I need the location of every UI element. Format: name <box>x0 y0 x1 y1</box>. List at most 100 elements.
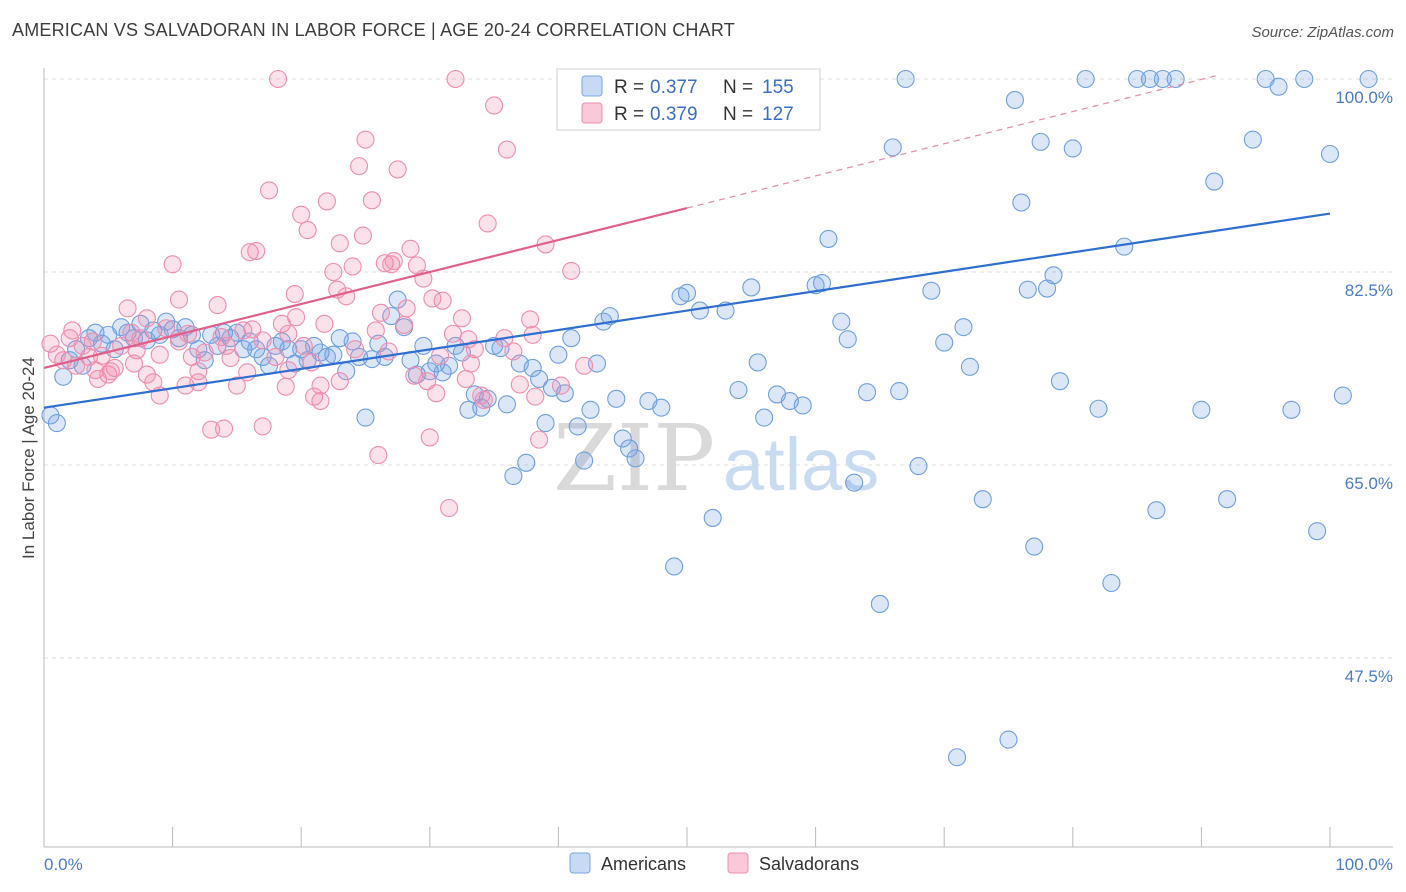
legend-american-r-value: 0.377 <box>650 77 698 98</box>
salvadoran-point-38 <box>285 285 304 304</box>
american-point-111 <box>838 330 857 349</box>
american-point-125 <box>999 730 1018 749</box>
watermark: ZIP atlas <box>553 405 879 512</box>
american-point-108 <box>812 273 832 293</box>
american-point-132 <box>1044 266 1063 285</box>
american-point-130 <box>1031 132 1050 151</box>
legend-american-n-value: 155 <box>762 77 794 98</box>
american-point-79 <box>549 345 568 364</box>
salvadoran-point-27 <box>214 419 234 438</box>
american-point-74 <box>517 453 536 472</box>
salvadoran-point-87 <box>122 323 141 342</box>
legend-box: R = 0.377 N = 155 R = 0.379 N = 127 <box>556 68 821 131</box>
american-point-106 <box>793 396 812 415</box>
salvadoran-point-83 <box>189 373 208 392</box>
american-point-112 <box>845 473 864 492</box>
american-point-82 <box>568 417 587 436</box>
american-point-76 <box>530 369 549 389</box>
salvadoran-point-49 <box>356 130 375 149</box>
salvadoran-point-90 <box>330 372 349 391</box>
salvadoran-point-19 <box>163 255 182 274</box>
salvadoran-point-35 <box>266 347 285 366</box>
salvadoran-point-18 <box>157 319 176 338</box>
american-point-120 <box>935 333 954 352</box>
salvadoran-point-70 <box>497 140 517 159</box>
legend-american-r-label: R = <box>614 77 644 98</box>
salvadoran-point-113 <box>551 376 571 395</box>
salvadoran-point-102 <box>346 340 365 359</box>
legend-salvadoran-n-value: 127 <box>762 104 794 125</box>
y-tick-labels: 100.0% 82.5% 65.0% 47.5% <box>1335 88 1393 686</box>
american-point-138 <box>1115 237 1134 256</box>
salvadoran-point-109 <box>443 324 462 343</box>
salvadoran-point-37 <box>279 324 298 343</box>
american-point-143 <box>1166 69 1185 89</box>
salvadoran-point-114 <box>276 377 295 396</box>
american-point-141 <box>1147 501 1166 520</box>
american-point-154 <box>1333 386 1352 405</box>
american-point-75 <box>523 358 542 377</box>
salvadoran-point-25 <box>202 420 221 439</box>
american-point-53 <box>382 307 401 326</box>
american-point-144 <box>1192 400 1211 419</box>
american-point-100 <box>729 380 748 400</box>
salvadoran-point-85 <box>169 290 189 309</box>
salvadoran-point-121 <box>456 369 475 389</box>
american-point-113 <box>857 383 877 402</box>
american-point-116 <box>890 382 909 401</box>
american-point-133 <box>1050 372 1069 391</box>
american-point-1 <box>47 414 66 433</box>
american-point-88 <box>607 389 626 408</box>
american-point-129 <box>1025 537 1044 556</box>
y-axis-label: In Labor Force | Age 20-24 <box>19 357 38 559</box>
salvadoran-point-26 <box>208 296 227 315</box>
american-point-150 <box>1282 400 1301 419</box>
salvadoran-point-92 <box>217 336 236 355</box>
salvadoran-point-76 <box>575 356 594 375</box>
chart-title: AMERICAN VS SALVADORAN IN LABOR FORCE | … <box>12 20 735 40</box>
bottom-legend-american: Americans <box>601 854 686 874</box>
american-point-124 <box>973 490 992 509</box>
salvadoran-point-34 <box>259 181 279 200</box>
american-point-122 <box>954 318 973 337</box>
bottom-legend: Americans Salvadorans <box>569 852 859 874</box>
salvadoran-point-47 <box>343 257 362 276</box>
salvadoran-point-118 <box>371 303 390 322</box>
american-point-135 <box>1076 69 1095 89</box>
y-tick-label-2: 65.0% <box>1345 474 1393 493</box>
salvadoran-point-54 <box>388 160 407 179</box>
salvadoran-point-84 <box>150 345 169 364</box>
salvadoran-point-44 <box>324 262 343 282</box>
american-point-142 <box>1153 69 1172 89</box>
bottom-legend-salvadoran: Salvadorans <box>759 854 859 874</box>
american-point-149 <box>1269 77 1288 96</box>
american-point-89 <box>613 429 632 448</box>
american-point-155 <box>1359 69 1378 89</box>
salvadoran-point-105 <box>384 251 403 271</box>
american-point-87 <box>600 307 619 326</box>
y-tick-label-3: 47.5% <box>1345 667 1393 686</box>
axes <box>43 68 1393 848</box>
salvadoran-point-69 <box>485 96 504 115</box>
salvadoran-point-5 <box>73 336 92 355</box>
salvadoran-point-97 <box>63 321 82 340</box>
american-point-77 <box>536 414 555 433</box>
salvadoran-point-63 <box>446 69 465 89</box>
salvadoran-point-98 <box>88 369 108 389</box>
american-point-140 <box>1140 69 1160 89</box>
salvadoran-point-39 <box>292 205 311 224</box>
salvadoran-point-9 <box>99 365 118 384</box>
american-point-121 <box>948 748 967 767</box>
salvadoran-point-12 <box>118 299 137 318</box>
american-point-84 <box>581 400 600 419</box>
american-point-102 <box>748 353 767 372</box>
salvadoran-point-88 <box>212 328 231 347</box>
salvadoran-point-103 <box>366 321 385 340</box>
american-point-119 <box>922 281 941 300</box>
salvadoran-point-71 <box>510 375 529 394</box>
legend-american-swatch <box>581 75 603 97</box>
legend-salvadoran-swatch <box>581 102 603 124</box>
salvadoran-point-42 <box>311 391 330 411</box>
salvadoran-point-68 <box>478 214 497 233</box>
legend-salvadoran-r-label: R = <box>614 104 644 125</box>
